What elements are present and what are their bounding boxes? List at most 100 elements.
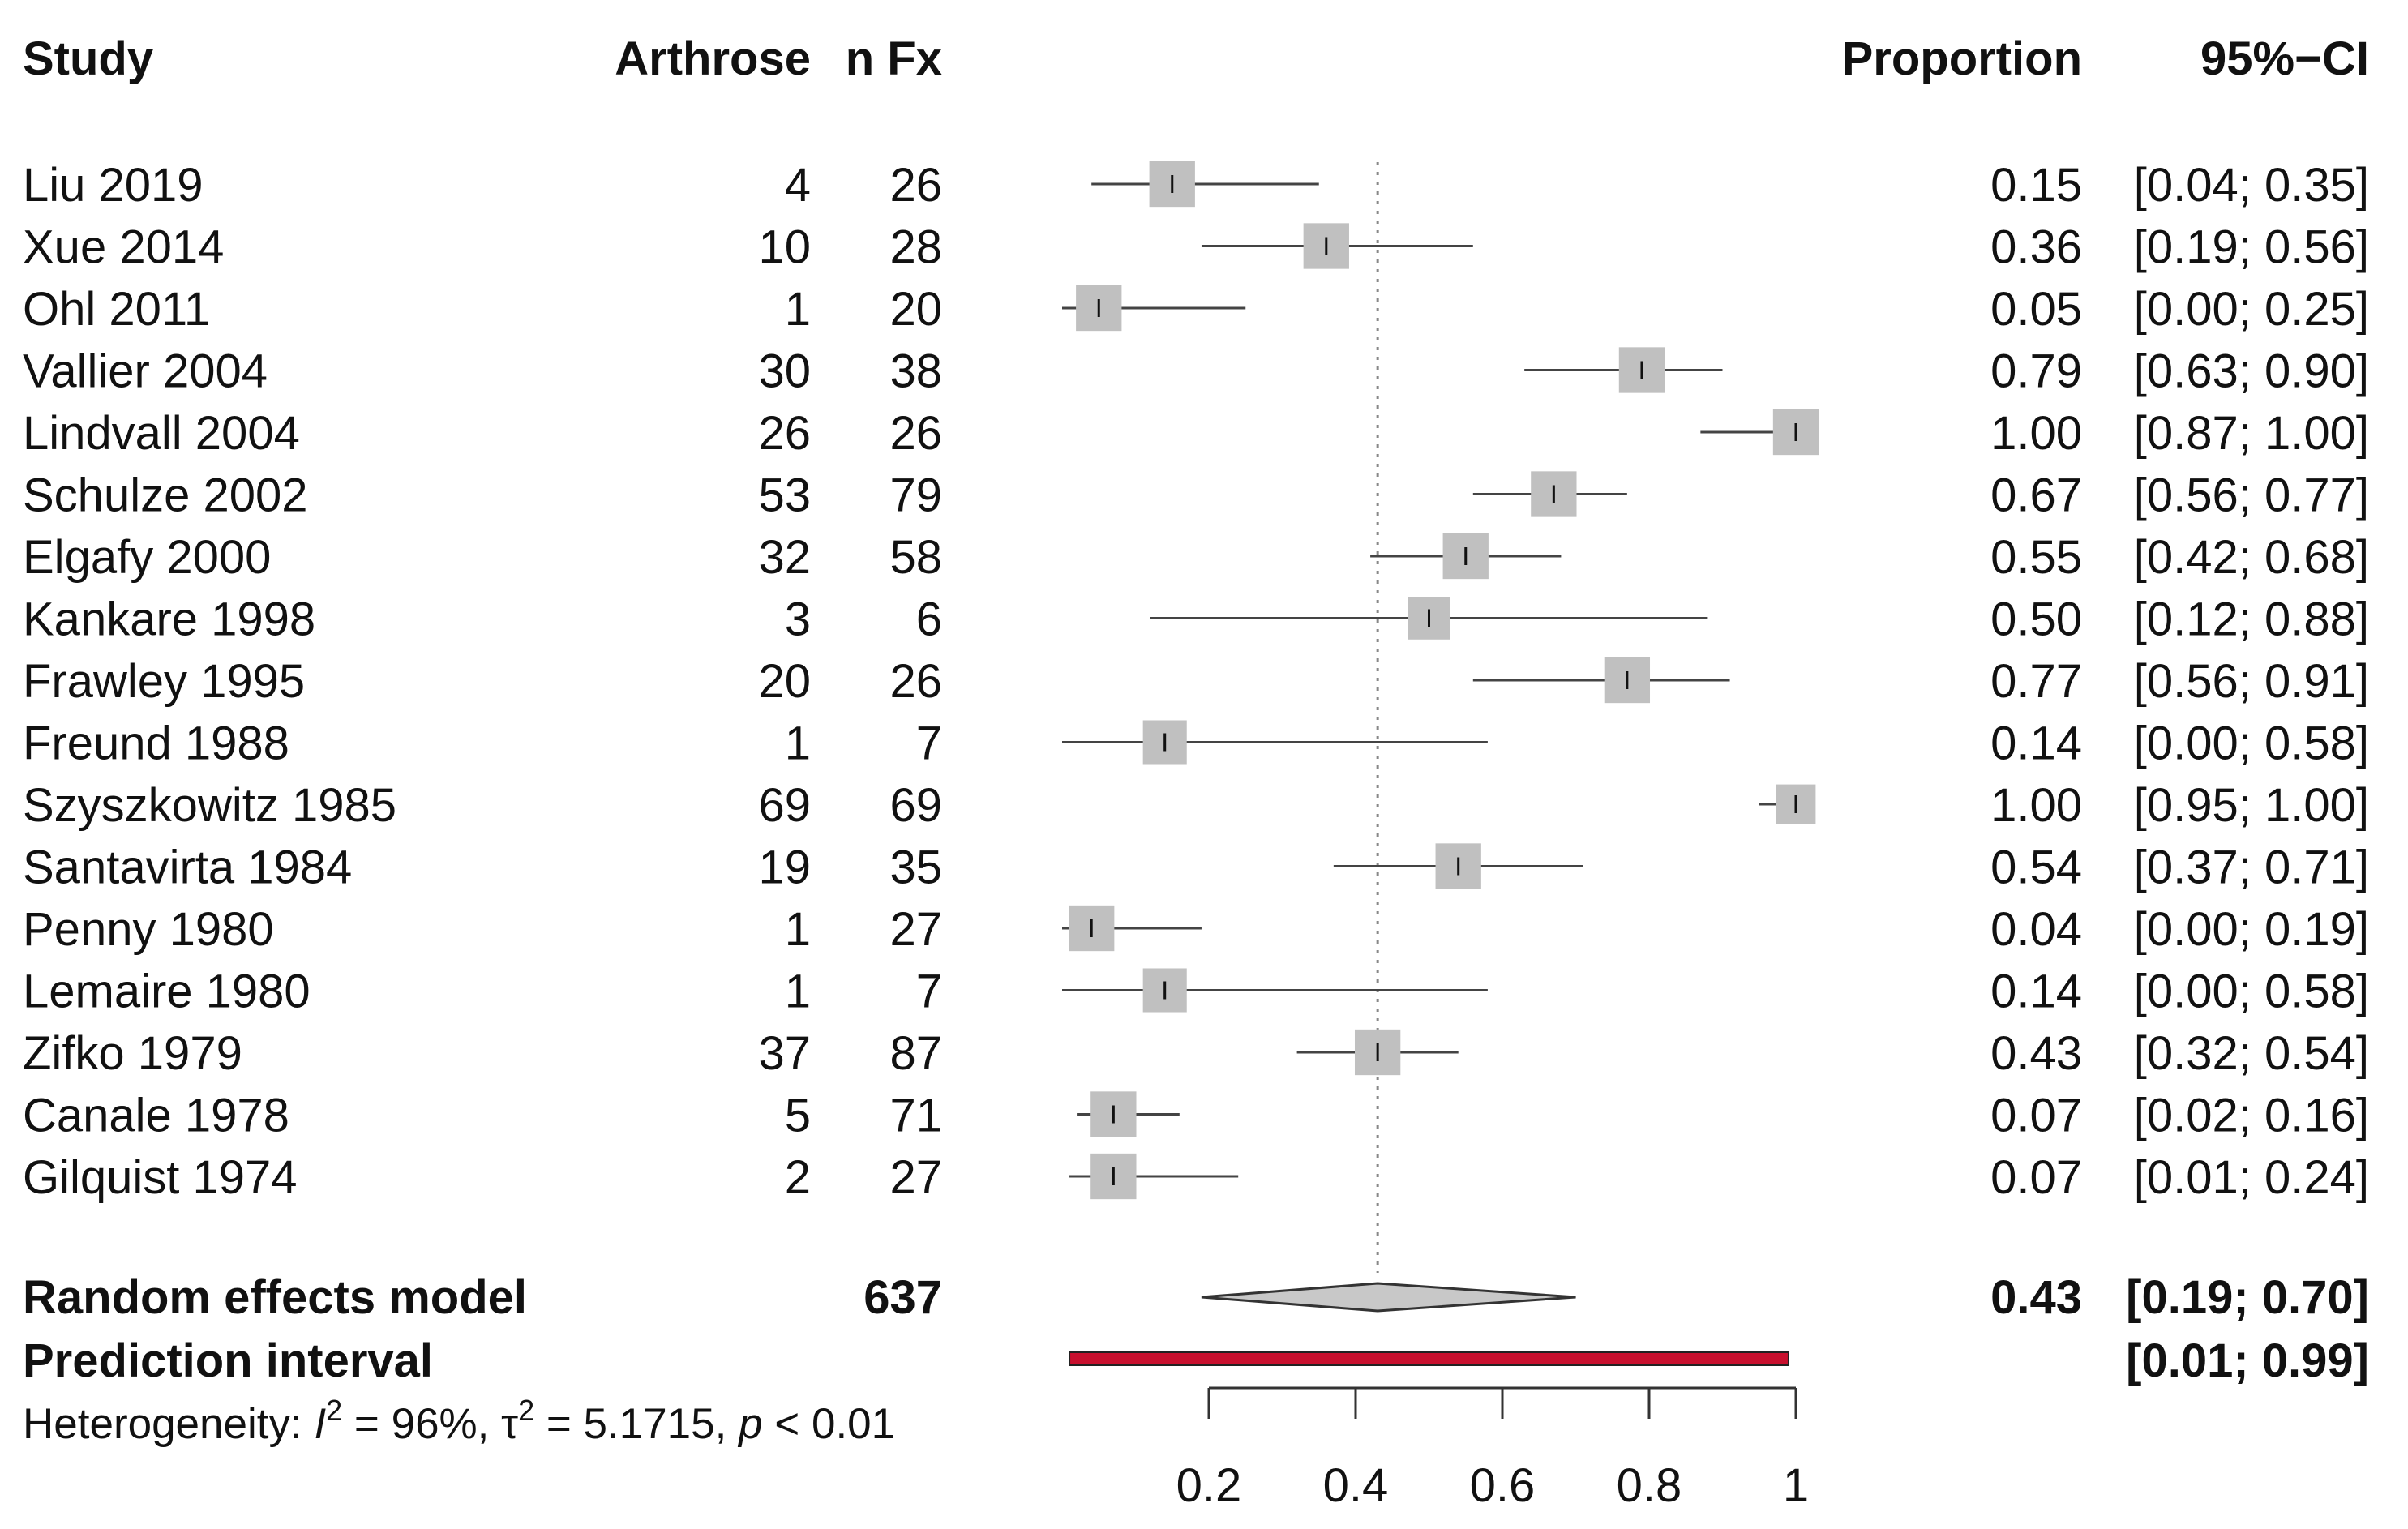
study-events: 10 [758, 221, 811, 274]
study-name: Elgafy 2000 [23, 531, 271, 584]
study-events: 19 [758, 842, 811, 894]
study-ci: [0.02; 0.16] [2134, 1090, 2369, 1142]
study-total: 7 [916, 966, 942, 1018]
study-name: Penny 1980 [23, 903, 274, 956]
summary-rows: Random effects model 637 0.43 [0.19; 0.7… [23, 1271, 2369, 1448]
study-ci: [0.56; 0.77] [2134, 469, 2369, 522]
study-row: Kankare 1998 3 6 0.50 [0.12; 0.88] [23, 593, 2369, 646]
study-name: Xue 2014 [23, 221, 224, 274]
study-name: Ohl 2011 [23, 283, 210, 336]
header-ci: 95%−CI [2200, 32, 2369, 85]
i2-value: = 96%, [342, 1400, 501, 1448]
study-name: Lemaire 1980 [23, 966, 311, 1018]
study-proportion: 0.05 [1990, 283, 2082, 336]
study-name: Canale 1978 [23, 1090, 289, 1142]
study-row: Schulze 2002 53 79 0.67 [0.56; 0.77] [23, 469, 2369, 522]
study-events: 1 [785, 903, 811, 956]
p-symbol: p [737, 1400, 762, 1448]
heterogeneity-text: Heterogeneity: I2 = 96%, τ2 = 5.1715, p … [23, 1394, 895, 1448]
random-effects-diamond [1201, 1282, 1576, 1313]
header-study: Study [23, 32, 153, 85]
study-row: Liu 2019 4 26 0.15 [0.04; 0.35] [23, 159, 2369, 212]
heterogeneity-prefix: Heterogeneity: [23, 1400, 314, 1448]
study-events: 20 [758, 655, 811, 708]
study-ci: [0.87; 1.00] [2134, 407, 2369, 460]
study-name: Kankare 1998 [23, 593, 315, 646]
header-events: Arthrose [615, 32, 811, 85]
study-proportion: 0.43 [1990, 1027, 2082, 1080]
column-headers: Study Arthrose n Fx Proportion 95%−CI [23, 32, 2369, 85]
study-name: Santavirta 1984 [23, 842, 352, 894]
x-axis-tick-label: 0.2 [1176, 1459, 1242, 1512]
study-ci: [0.32; 0.54] [2134, 1027, 2369, 1080]
prediction-interval-ci: [0.01; 0.99] [2126, 1334, 2369, 1387]
study-proportion: 0.04 [1990, 903, 2082, 956]
study-events: 32 [758, 531, 811, 584]
study-ci: [0.00; 0.58] [2134, 717, 2369, 770]
study-events: 37 [758, 1027, 811, 1080]
random-effects-proportion: 0.43 [1990, 1271, 2082, 1324]
study-events: 69 [758, 779, 811, 832]
study-ci: [0.12; 0.88] [2134, 593, 2369, 646]
study-name: Lindvall 2004 [23, 407, 300, 460]
study-ci: [0.37; 0.71] [2134, 842, 2369, 894]
study-ci: [0.00; 0.25] [2134, 283, 2369, 336]
study-row: Vallier 2004 30 38 0.79 [0.63; 0.90] [23, 345, 2369, 398]
study-ci: [0.04; 0.35] [2134, 159, 2369, 212]
study-name: Liu 2019 [23, 159, 204, 212]
tau-symbol: τ [501, 1400, 518, 1448]
study-total: 71 [889, 1090, 942, 1142]
study-proportion: 0.07 [1990, 1151, 2082, 1204]
study-name: Szyszkowitz 1985 [23, 779, 396, 832]
study-row: Elgafy 2000 32 58 0.55 [0.42; 0.68] [23, 531, 2369, 584]
study-proportion: 0.36 [1990, 221, 2082, 274]
header-proportion: Proportion [1842, 32, 2082, 85]
study-ci: [0.63; 0.90] [2134, 345, 2369, 398]
study-events: 2 [785, 1151, 811, 1204]
study-total: 69 [889, 779, 942, 832]
study-row: Frawley 1995 20 26 0.77 [0.56; 0.91] [23, 655, 2369, 708]
study-name: Schulze 2002 [23, 469, 307, 522]
study-proportion: 0.15 [1990, 159, 2082, 212]
study-name: Zifko 1979 [23, 1027, 242, 1080]
prediction-interval-label: Prediction interval [23, 1334, 433, 1387]
study-name: Vallier 2004 [23, 345, 268, 398]
study-proportion: 0.67 [1990, 469, 2082, 522]
study-row: Zifko 1979 37 87 0.43 [0.32; 0.54] [23, 1027, 2369, 1080]
study-proportion: 0.07 [1990, 1090, 2082, 1142]
study-proportion: 0.50 [1990, 593, 2082, 646]
study-name: Freund 1988 [23, 717, 289, 770]
i2-symbol: I [314, 1400, 326, 1448]
random-effects-total: 637 [863, 1271, 942, 1324]
study-total: 27 [889, 903, 942, 956]
study-total: 27 [889, 1151, 942, 1204]
study-proportion: 1.00 [1990, 779, 2082, 832]
x-axis-tick-label: 0.8 [1617, 1459, 1682, 1512]
study-events: 3 [785, 593, 811, 646]
x-axis-tick-label: 0.4 [1323, 1459, 1389, 1512]
study-events: 5 [785, 1090, 811, 1142]
study-events: 1 [785, 717, 811, 770]
study-ci: [0.42; 0.68] [2134, 531, 2369, 584]
study-name: Frawley 1995 [23, 655, 305, 708]
study-proportion: 0.55 [1990, 531, 2082, 584]
study-events: 30 [758, 345, 811, 398]
study-ci: [0.01; 0.24] [2134, 1151, 2369, 1204]
tau-value: = 5.1715, [534, 1400, 739, 1448]
study-row: Lemaire 1980 1 7 0.14 [0.00; 0.58] [23, 966, 2369, 1018]
study-total: 26 [889, 407, 942, 460]
study-ci: [0.56; 0.91] [2134, 655, 2369, 708]
study-total: 26 [889, 159, 942, 212]
x-axis-tick-label: 1 [1783, 1459, 1809, 1512]
study-proportion: 0.79 [1990, 345, 2082, 398]
study-row: Freund 1988 1 7 0.14 [0.00; 0.58] [23, 717, 2369, 770]
study-row: Penny 1980 1 27 0.04 [0.00; 0.19] [23, 903, 2369, 956]
study-row: Gilquist 1974 2 27 0.07 [0.01; 0.24] [23, 1151, 2369, 1204]
random-effects-label: Random effects model [23, 1271, 527, 1324]
study-events: 26 [758, 407, 811, 460]
study-row: Ohl 2011 1 20 0.05 [0.00; 0.25] [23, 283, 2369, 336]
study-total: 87 [889, 1027, 942, 1080]
study-proportion: 0.54 [1990, 842, 2082, 894]
random-effects-ci: [0.19; 0.70] [2126, 1271, 2369, 1324]
